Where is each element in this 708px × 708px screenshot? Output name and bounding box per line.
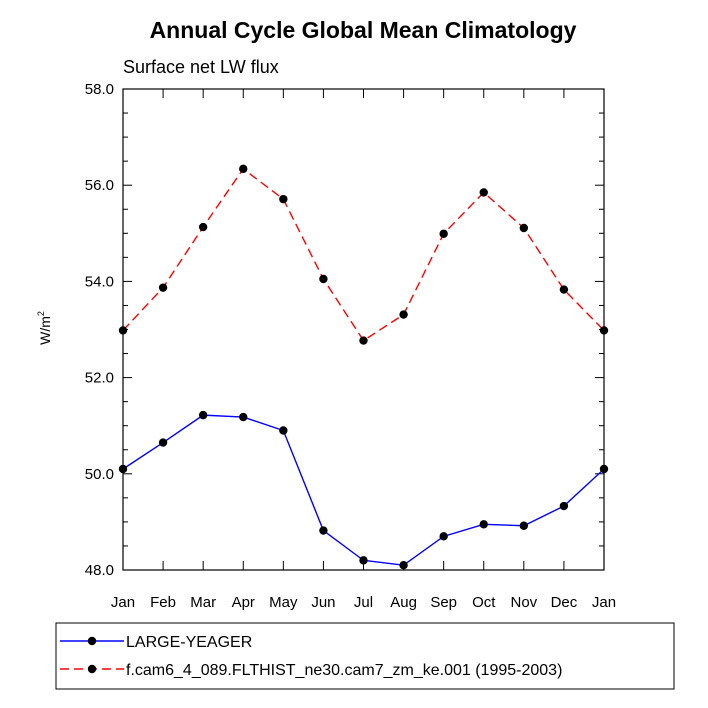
x-tick-label: Dec	[551, 594, 578, 611]
data-point-1-2	[198, 222, 208, 232]
data-point-1-3	[239, 164, 248, 174]
data-point-1-9	[479, 188, 488, 197]
data-point-0-5	[319, 526, 328, 535]
data-point-0-9	[479, 520, 488, 529]
data-point-0-12	[599, 464, 609, 474]
x-tick-label: Jun	[311, 594, 335, 611]
y-tick-label: 56.0	[85, 177, 114, 194]
data-point-0-0	[118, 464, 128, 474]
legend-marker-1	[87, 664, 97, 674]
data-point-1-8	[439, 229, 448, 238]
data-point-0-8	[439, 532, 448, 541]
x-tick-label: Mar	[190, 594, 216, 611]
data-point-0-2	[198, 410, 208, 420]
data-point-1-10	[519, 223, 529, 233]
x-tick-label: Aug	[390, 594, 417, 611]
y-tick-label: 52.0	[85, 370, 114, 387]
data-point-0-3	[239, 412, 248, 422]
legend: LARGE-YEAGER f.cam6_4_089.FLTHIST_ne30.ca…	[55, 622, 675, 690]
series-layer	[118, 164, 609, 570]
y-tick-label: 48.0	[85, 562, 114, 579]
data-point-1-4	[279, 194, 288, 204]
x-tick-label: Jan	[111, 594, 135, 611]
x-tick-label: May	[269, 594, 298, 611]
y-tick-label: 54.0	[85, 273, 114, 290]
x-tick-label: Jul	[354, 594, 373, 611]
legend-label-0: LARGE-YEAGER	[126, 634, 252, 651]
x-tick-label: Oct	[472, 594, 496, 611]
data-point-0-7	[399, 560, 408, 570]
legend-marker-0	[87, 636, 97, 646]
data-point-0-1	[158, 438, 168, 447]
data-point-1-1	[158, 283, 168, 292]
data-point-1-6	[359, 336, 368, 345]
x-tick-label: Apr	[232, 594, 255, 611]
x-tick-label: Nov	[510, 594, 537, 611]
data-point-1-0	[118, 326, 128, 335]
data-point-1-5	[319, 274, 328, 284]
series-line-1	[122, 167, 605, 342]
data-point-0-4	[279, 426, 288, 435]
data-point-0-11	[559, 501, 569, 511]
series-line-0	[122, 414, 605, 566]
y-tick-label: 58.0	[85, 81, 114, 98]
legend-box	[55, 622, 675, 690]
y-axis-label-base: W/m	[37, 316, 53, 345]
x-tick-label: Sep	[430, 594, 457, 611]
data-point-0-6	[359, 556, 368, 565]
chart-title: Annual Cycle Global Mean Climatology	[150, 17, 577, 43]
data-point-1-7	[399, 310, 408, 319]
svg-text:W/m2: W/m2	[36, 311, 53, 345]
y-tick-label: 50.0	[85, 466, 114, 483]
axis-ticks: 48.0 50.0 52.0 54.0 56.0 58.0 Jan Feb Mar Apr May J…	[85, 81, 616, 611]
data-point-1-12	[599, 326, 609, 335]
data-point-0-10	[519, 521, 529, 530]
chart-subtitle: Surface net LW flux	[123, 57, 279, 77]
data-point-1-11	[559, 285, 569, 294]
x-tick-label: Jan	[592, 594, 616, 611]
x-tick-label: Feb	[150, 594, 176, 611]
plot-frame	[122, 88, 605, 571]
y-axis-label-sup: 2	[36, 311, 46, 316]
legend-label-1: f.cam6_4_089.FLTHIST_ne30.cam7_zm_ke.001…	[126, 662, 562, 679]
y-axis-label: W/m2	[36, 311, 53, 345]
